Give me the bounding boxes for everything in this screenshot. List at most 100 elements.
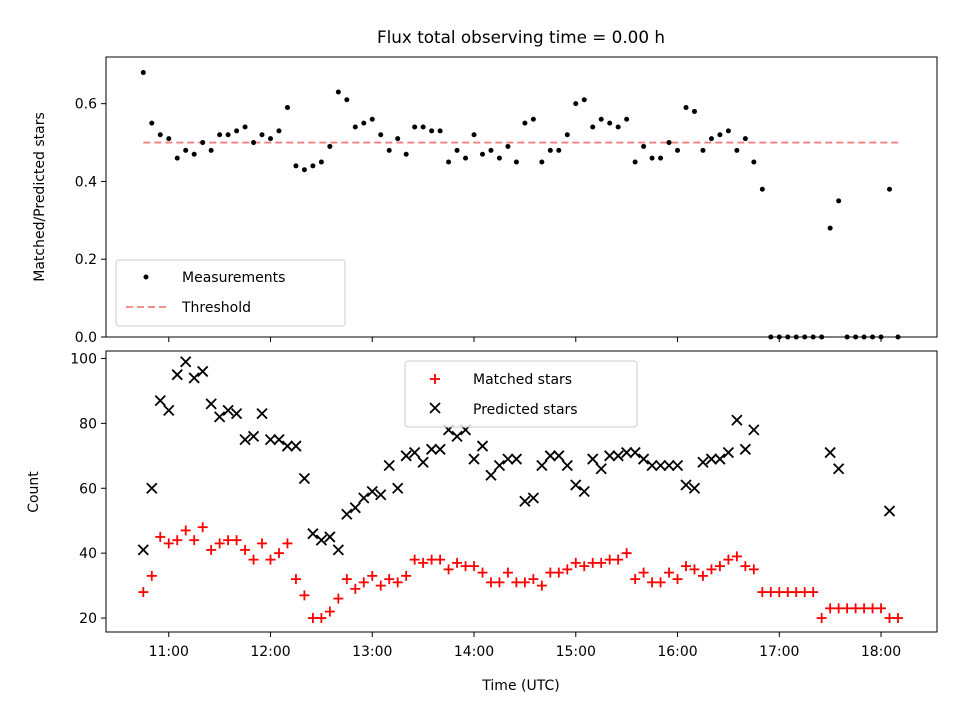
measurement-point (505, 143, 511, 149)
top-y-axis-label: Matched/Predicted stars (32, 112, 48, 282)
predicted-point (612, 450, 624, 462)
predicted-point (502, 453, 514, 465)
measurement-point (463, 155, 469, 161)
legend-predicted-marker (429, 402, 441, 414)
bottom-x-tick-label: 17:00 (759, 644, 799, 660)
matched-point (469, 561, 480, 572)
matched-point (579, 561, 590, 572)
legend-measurements-label: Measurements (182, 270, 285, 286)
measurement-point (785, 334, 791, 340)
matched-point (172, 535, 183, 546)
measurement-point (836, 198, 842, 204)
predicted-point (222, 404, 234, 417)
matched-point (545, 567, 556, 578)
matched-point (163, 538, 174, 549)
matched-point (146, 570, 157, 581)
predicted-point (451, 430, 463, 442)
measurement-point (157, 132, 163, 138)
bottom-legend-box (404, 360, 638, 428)
measurement-point (208, 147, 214, 153)
measurement-point (810, 334, 816, 340)
measurement-point (768, 334, 774, 340)
matched-point (562, 564, 573, 575)
matched-point (206, 544, 217, 555)
measurement-point (335, 89, 341, 95)
matched-points-layer (138, 522, 903, 624)
predicted-point (654, 459, 667, 472)
measurement-point (276, 128, 282, 134)
matched-point (697, 570, 708, 581)
matched-point (248, 554, 259, 565)
matched-point (664, 567, 675, 578)
matched-point (689, 564, 700, 575)
matched-point (884, 613, 895, 624)
predicted-point (688, 482, 701, 494)
matched-point (418, 557, 429, 568)
measurement-point (412, 124, 418, 130)
predicted-point (824, 446, 836, 459)
matched-point (782, 587, 793, 598)
matched-point (765, 587, 776, 598)
matched-point (859, 603, 870, 614)
predicted-point (180, 356, 192, 368)
matched-point (155, 531, 166, 542)
measurement-point (607, 120, 613, 126)
predicted-point (485, 469, 497, 481)
matched-point (647, 577, 658, 588)
legend-threshold-label: Threshold (181, 300, 251, 316)
legend-matched-label: Matched stars (473, 372, 572, 388)
measurement-point (581, 97, 587, 103)
matched-point (774, 587, 785, 598)
matched-point (333, 593, 344, 604)
measurement-point (598, 116, 604, 122)
top-panel: Flux total observing time = 0.00 h Match… (32, 27, 938, 346)
predicted-point (722, 446, 735, 459)
predicted-point (527, 492, 540, 504)
measurement-point (191, 151, 197, 157)
matched-point (681, 561, 692, 572)
bottom-x-tick-label: 11:00 (149, 644, 189, 660)
matched-point (316, 613, 327, 624)
top-legend: Measurements Threshold (115, 259, 346, 327)
measurement-point (234, 128, 240, 134)
matched-point (672, 574, 683, 585)
matched-point (257, 538, 268, 549)
measurement-point (293, 163, 299, 169)
matched-point (494, 577, 505, 588)
predicted-point (239, 433, 251, 446)
measurement-point (420, 124, 426, 130)
matched-point (528, 574, 539, 585)
top-chart-title: Flux total observing time = 0.00 h (377, 27, 665, 47)
predicted-point (604, 450, 616, 462)
measurement-point (446, 159, 452, 165)
measurement-point (225, 132, 231, 138)
matched-point (290, 574, 301, 585)
measurement-point (547, 147, 553, 153)
predicted-point (578, 485, 590, 498)
predicted-point (587, 453, 599, 465)
matched-point (731, 551, 742, 562)
predicted-point (146, 482, 158, 494)
predicted-point (383, 459, 395, 472)
predicted-point (392, 482, 404, 494)
measurement-point (675, 147, 681, 153)
predicted-point (171, 369, 183, 381)
matched-point (401, 570, 412, 581)
measurement-point (437, 128, 443, 134)
measurement-point (759, 186, 765, 192)
measurement-point (242, 124, 248, 130)
matched-point (748, 564, 759, 575)
matched-point (273, 548, 284, 559)
predicted-point (621, 446, 633, 459)
measurement-point (268, 136, 274, 142)
matched-point (460, 561, 471, 572)
measurement-point (429, 128, 435, 134)
matched-point (536, 580, 547, 591)
predicted-point (595, 463, 607, 475)
predicted-point (197, 365, 209, 378)
predicted-point (671, 459, 684, 472)
measurement-point (895, 334, 901, 340)
measurement-point (683, 105, 689, 111)
measurement-point (539, 159, 545, 165)
matched-point (282, 538, 293, 549)
